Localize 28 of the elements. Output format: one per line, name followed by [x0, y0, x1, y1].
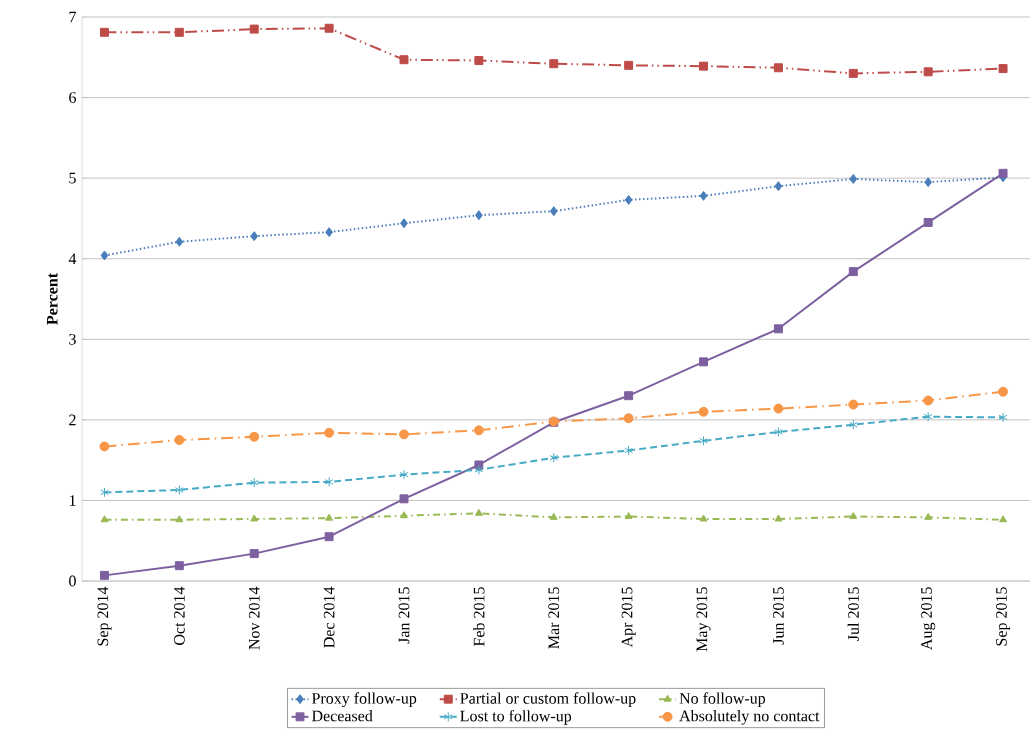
x-tick-label: Apr 2015 [621, 587, 636, 648]
legend-label: Absolutely no contact [679, 710, 820, 725]
x-tick-label: Feb 2015 [473, 587, 485, 647]
legend-label: Deceased [311, 710, 373, 722]
legend-label: Proxy follow-up [311, 692, 417, 708]
y-tick-label: 7 [69, 11, 77, 23]
x-tick-label: Jan 2015 [398, 587, 410, 644]
x-tick-label: Aug 2015 [921, 587, 936, 650]
x-tick-label: Mar 2015 [548, 587, 560, 649]
x-tick-label: Oct 2014 [173, 586, 185, 645]
legend-label: Lost to follow-up [460, 710, 572, 725]
x-tick-label: Jul 2015 [847, 587, 859, 641]
y-tick-label: 0 [69, 575, 76, 587]
x-tick-label: Dec 2014 [323, 586, 335, 648]
y-tick-label: 5 [69, 172, 76, 184]
x-tick-label: Sep 2015 [996, 587, 1011, 646]
x-tick-label: Sep 2014 [97, 586, 112, 646]
legend-label: Partial or custom follow-up [460, 692, 636, 708]
y-tick-label: 3 [69, 333, 76, 345]
y-tick-label: 6 [69, 92, 76, 103]
y-tick-label: 4 [68, 253, 77, 264]
y-tick-label: 2 [69, 414, 76, 426]
y-tick-label: 1 [69, 495, 76, 506]
y-axis-title: Percent [46, 272, 58, 325]
x-tick-label: Nov 2014 [248, 586, 260, 650]
x-tick-label: May 2015 [696, 587, 711, 652]
legend-label: No follow-up [679, 692, 766, 708]
x-tick-label: Jun 2015 [773, 587, 784, 645]
